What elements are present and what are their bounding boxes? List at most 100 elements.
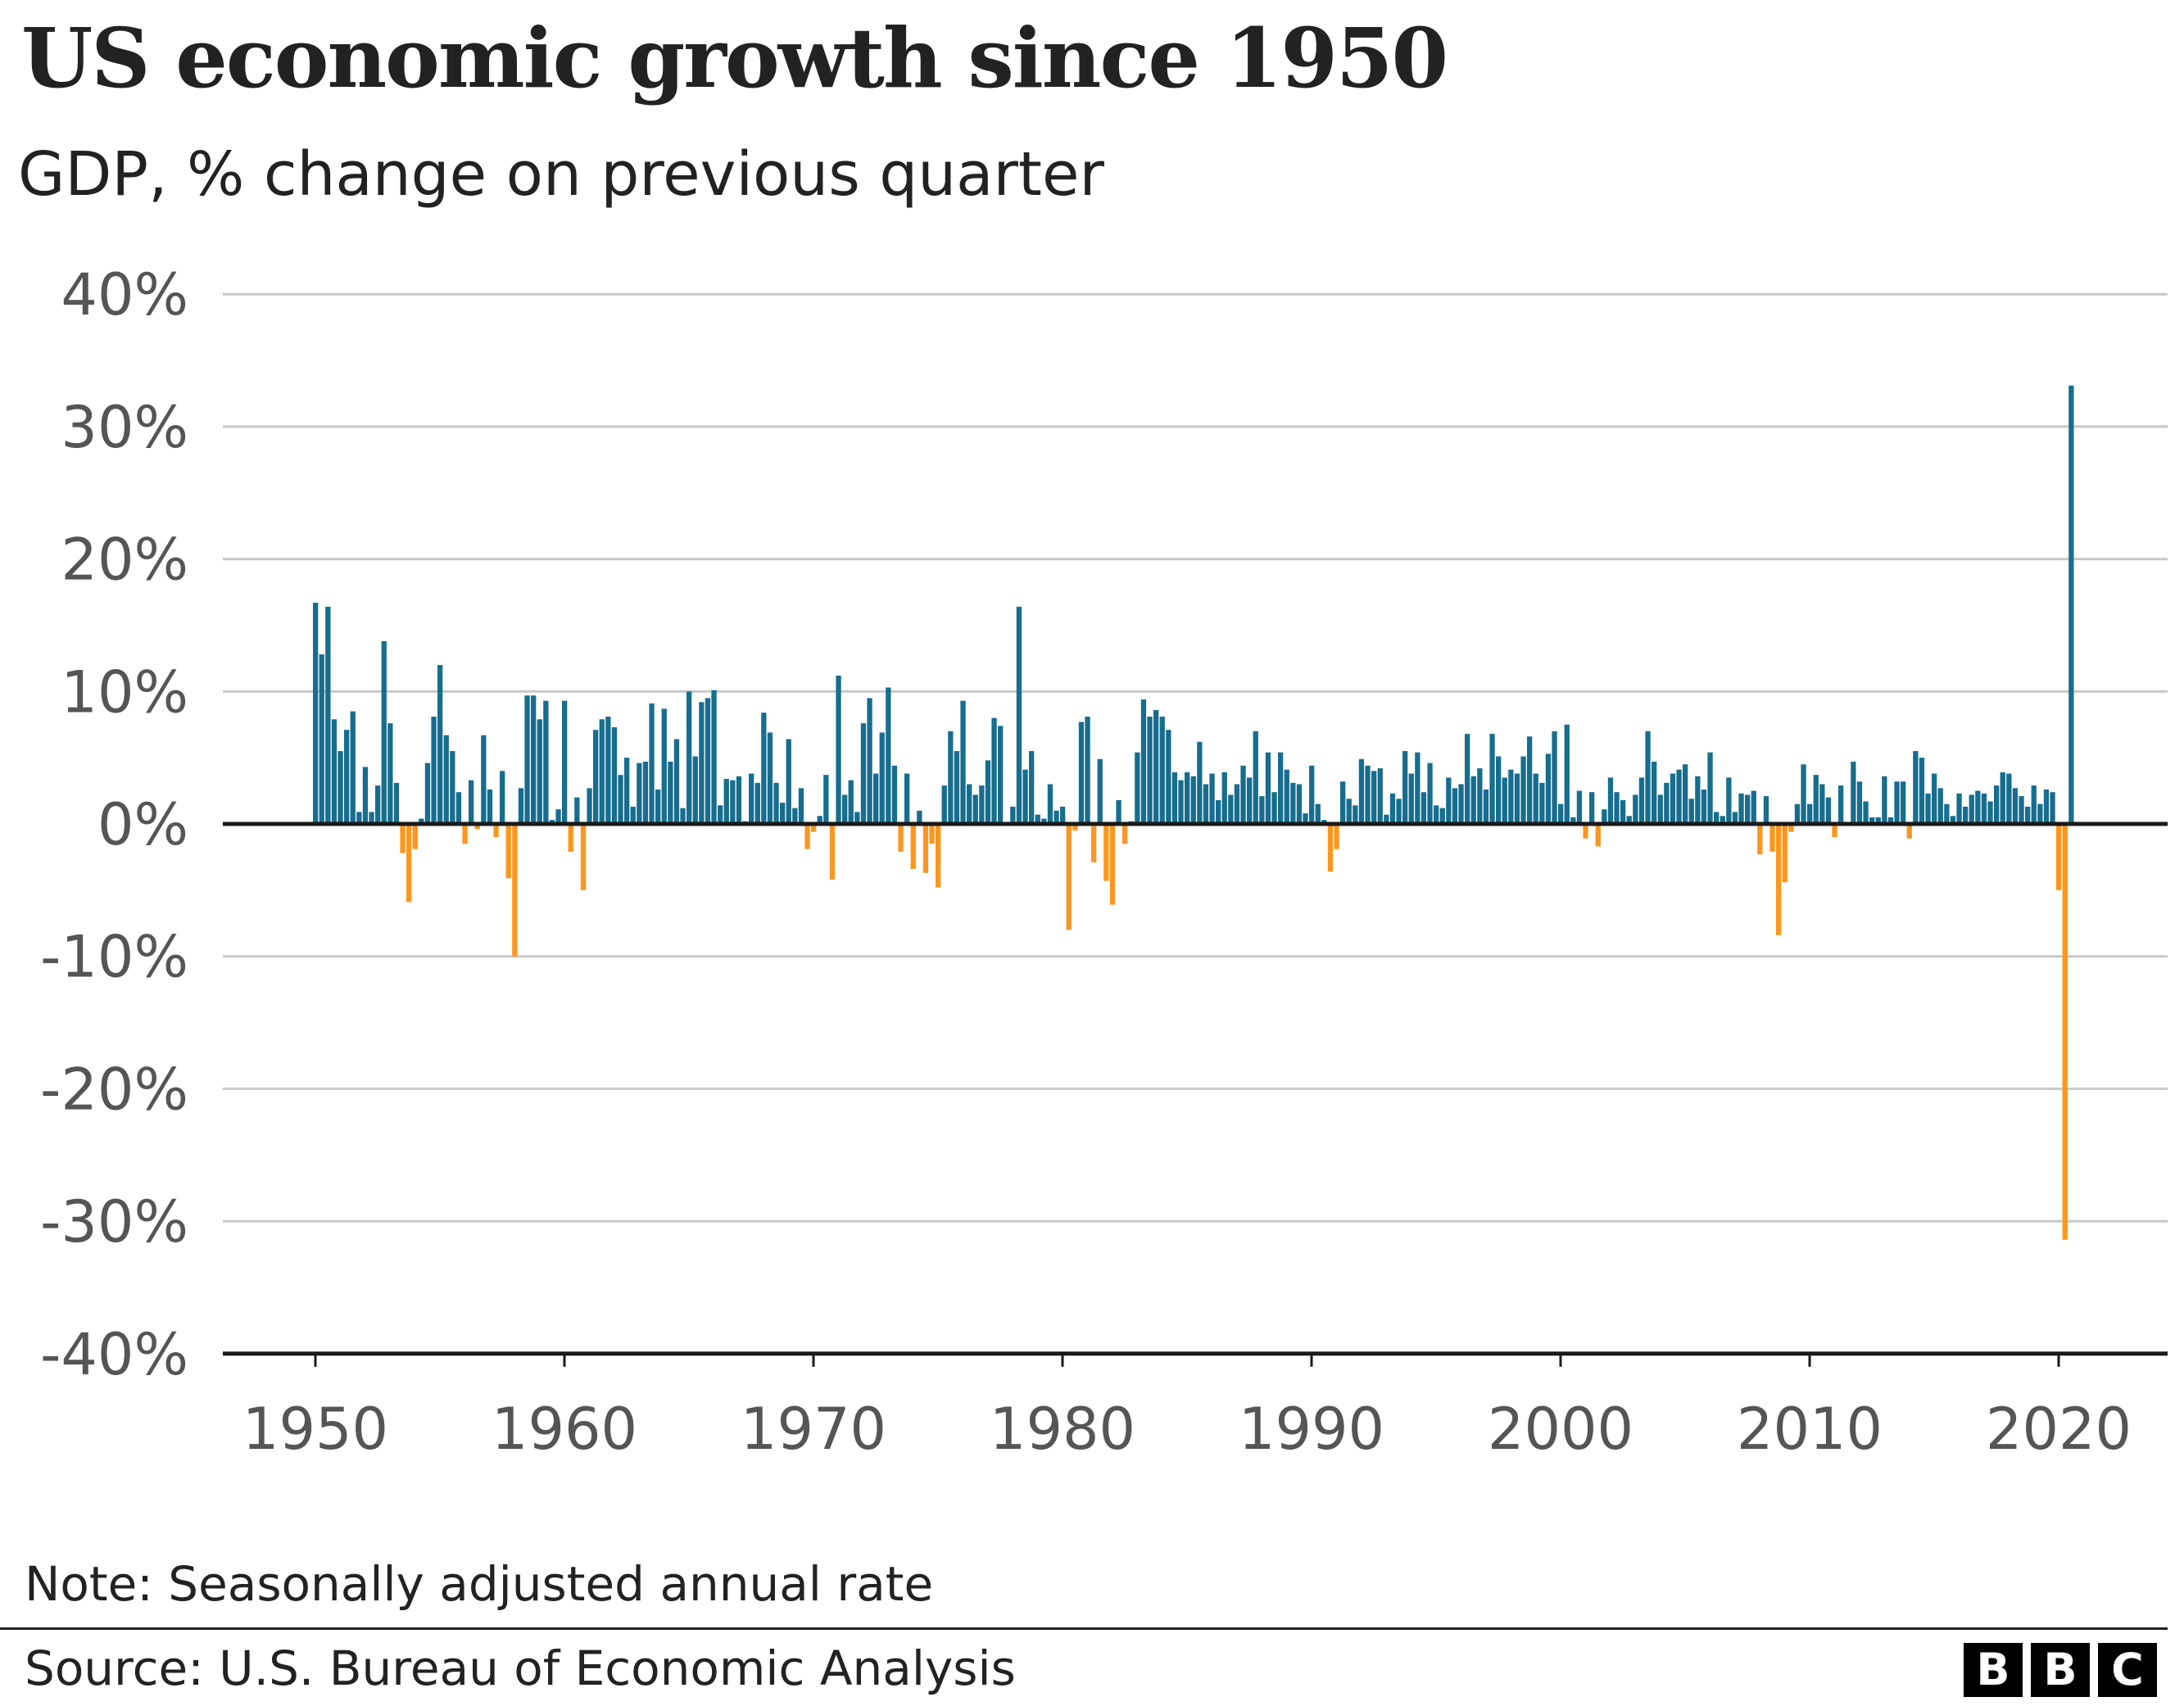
bar-positive: [1209, 773, 1215, 824]
bar-positive: [1085, 717, 1090, 824]
bar-negative: [1103, 824, 1109, 881]
bar-positive: [1396, 799, 1402, 824]
bar-positive: [1570, 817, 1576, 824]
bar-positive: [860, 723, 867, 824]
y-tick-label: 20%: [61, 527, 188, 594]
bar-positive: [991, 717, 997, 824]
y-axis-ticks: 40% 30% 20% 10% 0% -10% -20% -30% -40%: [40, 261, 188, 1388]
bar-positive: [1296, 784, 1303, 824]
bar-positive: [699, 702, 705, 824]
bar-positive: [1502, 777, 1507, 824]
bar-positive: [1882, 776, 1887, 824]
bar-positive: [1247, 777, 1253, 824]
bar-positive: [1240, 765, 1246, 824]
bar-positive: [1377, 768, 1383, 824]
bar-positive: [1745, 794, 1751, 824]
bar-positive: [817, 816, 822, 824]
bar-positive: [1825, 797, 1832, 824]
bar-positive: [313, 602, 319, 824]
bar-positive: [1078, 722, 1085, 824]
bar-negative: [922, 824, 929, 873]
bar-positive: [954, 751, 960, 824]
bar-positive: [1576, 790, 1583, 824]
bar-negative: [1327, 824, 1334, 872]
bar-positive: [761, 713, 767, 824]
bar-positive: [1402, 751, 1408, 824]
bar-negative: [580, 824, 587, 890]
bar-positive: [668, 762, 673, 824]
bar-chart: 40%30%20%10%0%-10%-20%-30%-40% 1950 1960 1…: [40, 261, 2168, 1463]
bar-positive: [1384, 814, 1389, 824]
bar-positive: [879, 732, 885, 824]
bar-positive: [998, 726, 1004, 824]
y-tick-label: -40%: [40, 1321, 188, 1388]
bar-positive: [1944, 803, 1950, 824]
bar-positive: [749, 773, 754, 824]
bar-positive: [1439, 808, 1445, 824]
bar-positive: [972, 794, 978, 824]
bar-positive: [637, 762, 642, 824]
y-tick-label: -10%: [40, 924, 188, 991]
bar-positive: [1483, 789, 1489, 824]
bbc-logo-letter: B: [2031, 1643, 2090, 1697]
bar-positive: [500, 771, 505, 824]
bar-positive: [1477, 768, 1483, 824]
bar-positive: [1720, 816, 1725, 824]
bar-positive: [848, 780, 854, 824]
bar-positive: [1751, 790, 1756, 824]
bar-positive: [1602, 809, 1607, 824]
y-tick-label: -20%: [40, 1056, 188, 1123]
bar-positive: [1265, 752, 1271, 824]
bar-negative: [1583, 824, 1588, 839]
bar-positive: [917, 810, 922, 824]
y-tick-label: 0%: [97, 791, 188, 858]
bar-positive: [1228, 794, 1234, 824]
bar-negative: [910, 824, 916, 869]
bar-positive: [1851, 762, 1856, 824]
bar-positive: [1458, 784, 1464, 824]
bar-positive: [481, 735, 487, 824]
bar-positive: [611, 726, 618, 824]
bar-negative: [568, 824, 573, 852]
bar-positive: [786, 739, 791, 824]
bar-positive: [325, 606, 331, 824]
bar-positive: [1178, 780, 1184, 824]
bar-positive: [2012, 788, 2019, 824]
bar-negative: [1595, 824, 1601, 847]
bar-positive: [555, 809, 561, 824]
bar-positive: [1913, 751, 1919, 824]
footer-divider: [0, 1627, 2168, 1630]
axes: [223, 821, 2168, 1356]
bar-positive: [960, 700, 966, 824]
bar-positive: [736, 776, 742, 824]
bar-positive: [979, 785, 985, 824]
bar-positive: [1452, 788, 1458, 824]
bar-positive: [1434, 805, 1439, 824]
bbc-logo: B B C: [1964, 1643, 2157, 1697]
bar-positive: [1732, 812, 1738, 824]
bar-positive: [1638, 777, 1645, 824]
bar-positive: [1346, 799, 1352, 824]
bar-positive: [967, 784, 972, 824]
bar-positive: [1389, 793, 1396, 824]
bar-positive: [1340, 781, 1346, 824]
bar-positive: [1657, 794, 1663, 824]
bar-positive: [562, 700, 568, 824]
bar-positive: [886, 687, 891, 824]
bar-positive: [1620, 799, 1626, 824]
gridlines: [223, 292, 2168, 1223]
x-tick-label: 1950: [242, 1396, 388, 1463]
bar-negative: [1769, 824, 1775, 852]
bar-negative: [462, 824, 468, 844]
bar-positive: [624, 758, 630, 824]
bar-negative: [1334, 824, 1339, 849]
bar-positive: [1539, 782, 1545, 824]
bar-positive: [1116, 799, 1121, 824]
bar-positive: [2019, 796, 2024, 824]
bar-positive: [985, 760, 991, 824]
bar-positive: [941, 785, 947, 824]
bar-positive: [1408, 773, 1414, 824]
bar-positive: [574, 797, 580, 824]
bar-positive: [369, 812, 374, 824]
bar-positive: [375, 785, 381, 824]
